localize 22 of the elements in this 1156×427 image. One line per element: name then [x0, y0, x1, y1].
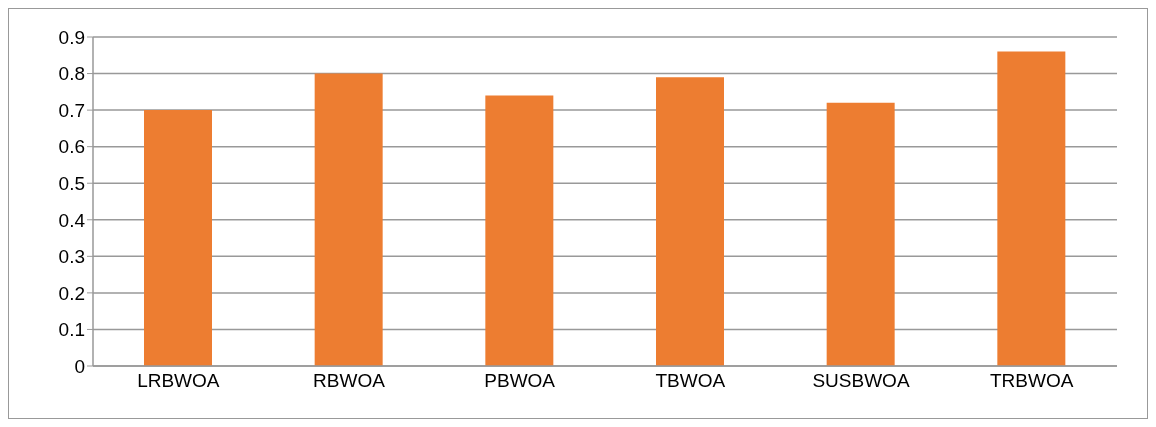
bar: [997, 51, 1066, 366]
y-tick-label: 0: [74, 355, 85, 377]
y-tick-label: 0.1: [58, 319, 85, 341]
bar: [314, 73, 383, 366]
y-tick-label: 0.6: [58, 136, 85, 158]
y-tick-label: 0.2: [58, 282, 85, 304]
x-tick-label: TRBWOA: [989, 370, 1074, 392]
bar: [826, 102, 895, 366]
bar: [656, 77, 724, 366]
bar: [144, 110, 212, 366]
y-tick-label: 0.7: [58, 99, 85, 121]
x-tick-label: LRBWOA: [137, 370, 220, 392]
y-tick-label: 0.9: [58, 26, 85, 48]
bar: [485, 95, 554, 366]
y-tick-label: 0.8: [58, 63, 85, 85]
x-tick-label: SUSBWOA: [812, 370, 910, 392]
x-tick-label: PBWOA: [484, 370, 556, 392]
y-tick-label: 0.3: [58, 246, 85, 268]
y-tick-label: 0.4: [58, 209, 86, 231]
y-tick-label: 0.5: [58, 172, 85, 194]
x-tick-label: TBWOA: [655, 370, 726, 392]
x-tick-label: RBWOA: [313, 370, 386, 392]
